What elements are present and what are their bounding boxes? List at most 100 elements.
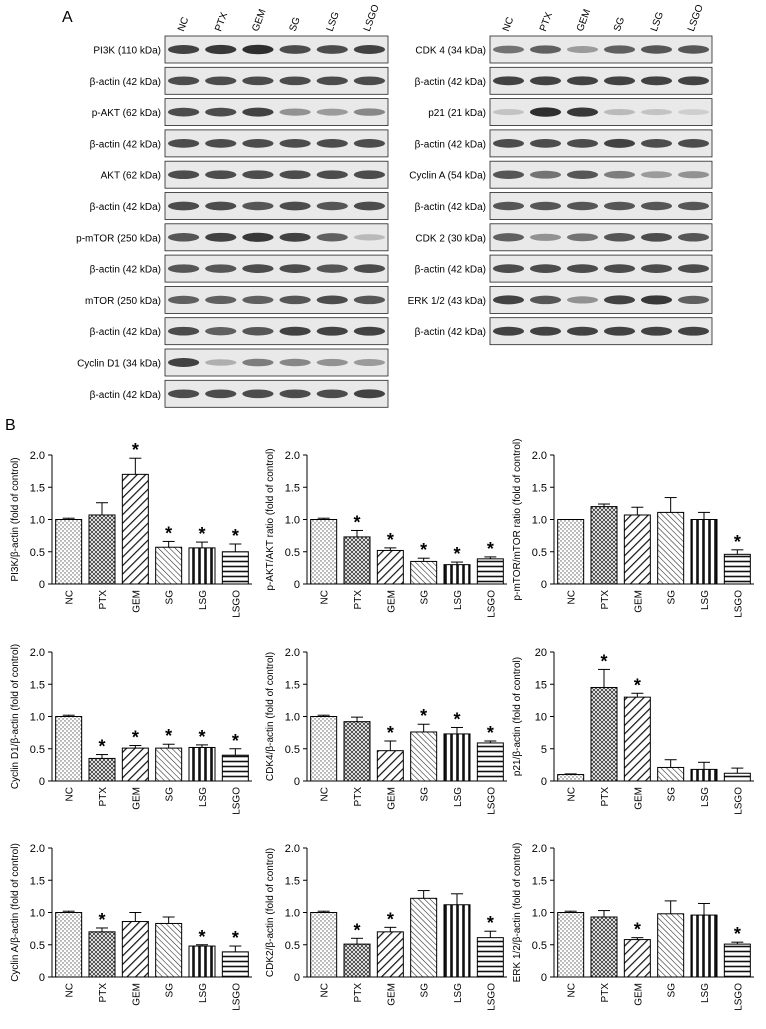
blot-band — [640, 76, 673, 86]
blot-strip — [489, 254, 713, 283]
y-tick-label: 1.0 — [30, 908, 45, 920]
bar-chart-panel: 0 0.5 1.0 1.5 2.0 PI3K/β-actin (fold of contr… — [10, 439, 754, 1011]
lane-label: LSG — [649, 10, 666, 33]
y-tick-label: 1.0 — [285, 908, 300, 920]
lane-label: SG — [612, 15, 627, 33]
bar — [657, 913, 685, 978]
x-tick-label: SG — [667, 787, 678, 802]
y-axis-label: CDK4/β-actin (fold of control) — [265, 652, 276, 781]
y-tick-label: 1.0 — [30, 712, 45, 724]
y-axis-label: Cyclin A/β-actin (fold of control) — [10, 843, 21, 982]
blot-row-label: β-actin (42 kDa) — [90, 390, 161, 401]
x-tick-label: NC — [65, 590, 76, 604]
blot-band — [279, 232, 311, 242]
blot-strip — [489, 192, 713, 220]
x-tick-label: LSGO — [231, 787, 242, 815]
x-tick-label: LSGO — [486, 983, 497, 1011]
blot-row-label: β-actin (42 kDa) — [415, 265, 486, 276]
significance-marker: * — [487, 913, 494, 933]
y-tick-label: 2.0 — [285, 647, 300, 659]
bar — [476, 742, 504, 782]
x-tick-label: GEM — [131, 590, 142, 613]
bar — [188, 945, 216, 978]
blot-band — [603, 264, 636, 273]
blot-band — [529, 76, 562, 86]
x-tick-label: GEM — [131, 787, 142, 810]
x-tick-label: PTX — [353, 983, 364, 1003]
panel-b-label: B — [5, 417, 16, 434]
blot-band — [205, 232, 237, 242]
bar-chart: 0 0.5 1.0 1.5 2.0 ERK 1/2/β-actin (fold of co… — [512, 843, 754, 1011]
x-tick-label: SG — [667, 590, 678, 605]
blot-strip — [164, 254, 389, 283]
bar — [188, 746, 216, 782]
blot-band — [566, 170, 599, 179]
bar — [410, 897, 438, 978]
blot-band — [492, 326, 525, 336]
blot-band — [316, 139, 348, 148]
significance-marker: * — [132, 440, 139, 460]
blot-band — [279, 295, 311, 305]
significance-marker: * — [165, 523, 172, 543]
blot-band — [279, 170, 311, 180]
x-tick-label: PTX — [353, 590, 364, 610]
blot-row-label: β-actin (42 kDa) — [90, 202, 161, 213]
blot-band — [353, 359, 386, 366]
significance-marker: * — [198, 927, 205, 947]
lane-label: PTX — [213, 11, 230, 33]
x-tick-label: LSG — [198, 983, 209, 1003]
blot-row-label: β-actin (42 kDa) — [415, 327, 486, 338]
blot-band — [677, 76, 710, 86]
blot-band — [492, 201, 525, 211]
lane-label: NC — [501, 16, 516, 33]
x-tick-label: LSGO — [486, 787, 497, 815]
blot-band — [603, 201, 636, 211]
bar — [690, 768, 718, 782]
x-tick-label: LSG — [453, 787, 464, 807]
y-tick-label: 1.5 — [532, 482, 547, 494]
bar — [476, 558, 504, 585]
blot-strip — [489, 98, 713, 126]
blot-band — [167, 201, 200, 211]
blot-band — [353, 45, 386, 54]
blot-band — [167, 107, 200, 117]
significance-marker: * — [487, 723, 494, 743]
x-tick-label: PTX — [600, 787, 611, 807]
bar — [343, 536, 371, 585]
bar — [443, 564, 471, 585]
blot-band — [603, 76, 636, 86]
blot-band — [566, 296, 599, 304]
blot-band — [316, 233, 348, 242]
blot-strip — [164, 98, 389, 126]
blot-band — [353, 295, 386, 305]
y-axis-label: ERK 1/2/β-actin (fold of control) — [512, 843, 523, 983]
blot-band — [205, 389, 237, 399]
blot-strip — [164, 160, 389, 189]
bar — [443, 904, 471, 978]
blot-band — [353, 76, 386, 86]
blot-band — [529, 170, 562, 179]
blot-row-label: β-actin (42 kDa) — [415, 202, 486, 213]
blot-band — [279, 76, 311, 86]
x-tick-label: LSG — [198, 787, 209, 807]
x-tick-label: SG — [420, 590, 431, 605]
blot-band — [205, 201, 237, 211]
blot-band — [316, 389, 348, 399]
y-tick-label: 0 — [39, 972, 45, 984]
lane-label: LSGO — [686, 3, 706, 33]
blot-band — [205, 359, 237, 366]
blot-row-label: Cyclin D1 (34 kDa) — [77, 359, 161, 370]
y-tick-label: 0 — [39, 579, 45, 591]
y-tick-label: 1.0 — [285, 712, 300, 724]
x-tick-label: GEM — [386, 983, 397, 1006]
x-tick-label: LSGO — [733, 787, 744, 815]
western-blot-panel: NC PTX GEM SG LSG LSGO PI3K (110 kDa) β-actin (… — [76, 3, 713, 408]
y-tick-label: 10 — [535, 712, 547, 724]
blot-band — [492, 45, 525, 54]
x-tick-label: SG — [165, 787, 176, 802]
y-tick-label: 2.0 — [532, 843, 547, 855]
bar — [557, 774, 585, 782]
blot-band — [677, 171, 710, 179]
blot-band — [279, 201, 311, 211]
bar — [590, 686, 618, 782]
